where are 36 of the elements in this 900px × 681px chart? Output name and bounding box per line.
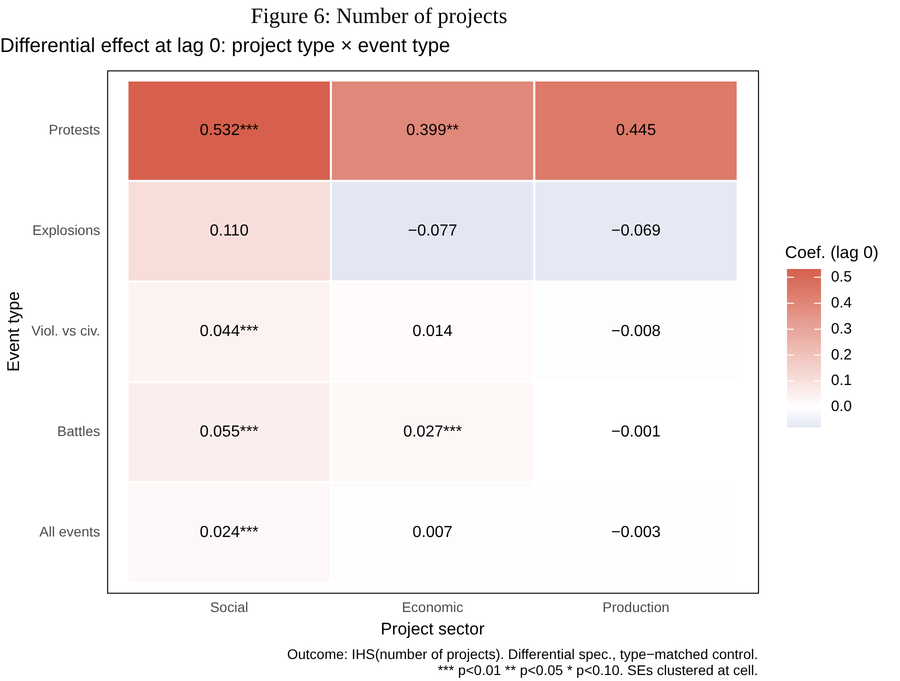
text: Outcome: IHS(number of projects). Differential spec., type−matched control.	[287, 646, 758, 662]
data-label: 0.044***	[200, 323, 259, 340]
color-bar-title: Coef. (lag 0)	[785, 243, 879, 262]
data-label: −0.008	[611, 323, 661, 340]
data-label: 0.399**	[406, 122, 459, 140]
color-bar-label: 0.1	[831, 372, 852, 390]
y-axis-title: Event type	[4, 291, 23, 372]
x-tick-label: Social	[210, 599, 248, 616]
data-label: 0.532***	[200, 122, 259, 140]
y-tick-label: All events	[39, 523, 100, 540]
y-tick-label: Battles	[57, 422, 100, 439]
data-label: 0.027***	[403, 423, 462, 440]
y-tick-label: Explosions	[32, 222, 100, 238]
color-bar-label: 0.4	[831, 294, 852, 312]
text: *** p<0.01 ** p<0.05 * p<0.10. SEs clustered at cell.	[436, 662, 758, 678]
y-tick-label: Viol. vs civ.	[31, 322, 100, 338]
data-label: −0.077	[408, 222, 458, 240]
x-axis-title: Project sector	[380, 619, 485, 638]
color-bar-label: 0.2	[831, 346, 852, 364]
data-label: 0.110	[210, 222, 249, 240]
data-label: −0.001	[611, 423, 661, 440]
y-tick-label: Protests	[48, 122, 100, 138]
data-label: 0.007	[412, 524, 453, 541]
data-label: 0.014	[412, 323, 453, 340]
chart-subtitle: Differential effect at lag 0: project type × event type	[0, 34, 450, 57]
data-label: 0.055***	[200, 423, 259, 440]
x-tick-label: Economic	[402, 599, 464, 616]
color-bar-label: 0.0	[831, 398, 852, 416]
data-label: 0.445	[616, 122, 656, 140]
data-label: 0.024***	[200, 524, 259, 541]
data-label: −0.069	[611, 222, 661, 240]
data-label: −0.003	[611, 524, 661, 541]
x-tick-label: Production	[602, 599, 670, 616]
color-bar-label: 0.5	[831, 268, 852, 286]
chart-title: Figure 6: Number of projects	[250, 2, 508, 28]
color-bar-label: 0.3	[831, 320, 852, 338]
